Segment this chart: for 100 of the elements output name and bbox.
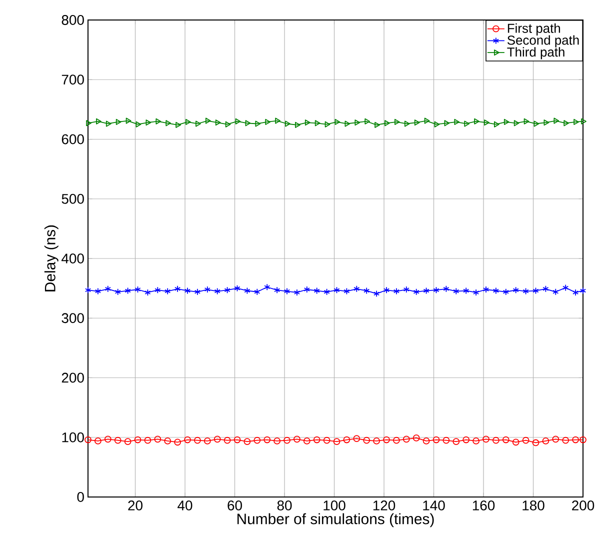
point xyxy=(86,120,92,126)
x-axis-title: Number of simulations (times) xyxy=(237,513,434,528)
point xyxy=(245,120,251,126)
x-tick-label: 180 xyxy=(522,500,544,510)
point xyxy=(304,286,310,293)
point xyxy=(324,121,330,128)
point xyxy=(186,118,191,125)
point xyxy=(314,120,320,126)
x-tick-label: 140 xyxy=(423,500,445,510)
point xyxy=(434,121,440,128)
point xyxy=(323,436,330,444)
point xyxy=(154,436,162,443)
point xyxy=(344,288,350,295)
point xyxy=(275,118,280,124)
point xyxy=(473,289,480,296)
x-tick-label: 80 xyxy=(277,500,292,510)
point xyxy=(344,120,350,127)
point xyxy=(532,439,540,446)
legend-label: First path xyxy=(508,23,560,36)
point xyxy=(104,285,111,292)
point xyxy=(184,287,191,294)
point xyxy=(364,118,370,124)
point xyxy=(84,436,92,444)
point xyxy=(422,438,430,444)
point xyxy=(414,120,420,126)
point xyxy=(124,438,132,445)
y-tick-label: 300 xyxy=(62,313,84,324)
y-tick-label: 0 xyxy=(77,492,84,502)
point xyxy=(274,286,280,294)
point xyxy=(432,436,440,444)
point xyxy=(134,286,141,293)
point xyxy=(303,438,310,444)
y-tick-label: 700 xyxy=(62,74,84,85)
point xyxy=(444,120,450,126)
point xyxy=(572,436,579,444)
point xyxy=(314,287,320,294)
point xyxy=(204,438,211,444)
point xyxy=(294,436,300,443)
point xyxy=(581,118,586,124)
point xyxy=(522,436,530,444)
point xyxy=(225,121,231,128)
y-tick-label: 500 xyxy=(62,194,84,204)
x-tick-label: 40 xyxy=(178,500,192,510)
point xyxy=(176,122,181,128)
point xyxy=(492,436,500,444)
y-tick-label: 200 xyxy=(62,372,84,383)
point xyxy=(433,286,440,294)
point xyxy=(174,438,181,446)
point xyxy=(472,438,480,444)
point xyxy=(512,286,519,294)
point xyxy=(412,434,420,442)
point xyxy=(94,438,102,444)
point xyxy=(443,285,450,292)
point xyxy=(214,288,220,295)
point xyxy=(194,288,200,296)
point xyxy=(383,286,390,294)
point xyxy=(116,118,122,125)
x-tick-label: 200 xyxy=(572,500,594,510)
point xyxy=(194,436,201,444)
point xyxy=(136,121,142,128)
point xyxy=(393,436,400,444)
point xyxy=(413,288,420,296)
point xyxy=(462,436,470,444)
point xyxy=(304,120,310,126)
y-tick-label: 600 xyxy=(62,134,84,144)
y-tick-label: 400 xyxy=(62,254,84,264)
point xyxy=(255,120,261,127)
point xyxy=(452,438,460,445)
point xyxy=(552,288,559,296)
point xyxy=(532,287,539,294)
point xyxy=(184,436,191,444)
point xyxy=(492,287,499,294)
point xyxy=(562,284,569,292)
point xyxy=(572,289,579,296)
point xyxy=(384,120,390,126)
point xyxy=(502,288,509,296)
point xyxy=(96,118,102,124)
point xyxy=(374,122,380,128)
point xyxy=(284,436,290,444)
point xyxy=(254,436,261,444)
point xyxy=(284,288,290,295)
point xyxy=(364,287,370,294)
point xyxy=(512,438,520,446)
point xyxy=(354,120,360,126)
point xyxy=(134,436,142,444)
point xyxy=(164,438,172,444)
point xyxy=(114,288,121,296)
point xyxy=(454,118,460,125)
point xyxy=(244,438,251,445)
point xyxy=(214,436,221,443)
point xyxy=(394,118,400,125)
point xyxy=(224,286,230,294)
point xyxy=(494,121,500,128)
point xyxy=(285,120,290,127)
point xyxy=(204,286,210,293)
point xyxy=(482,436,490,443)
point xyxy=(124,287,131,294)
point xyxy=(343,436,350,444)
point xyxy=(403,286,410,293)
x-tick-label: 120 xyxy=(373,500,396,510)
